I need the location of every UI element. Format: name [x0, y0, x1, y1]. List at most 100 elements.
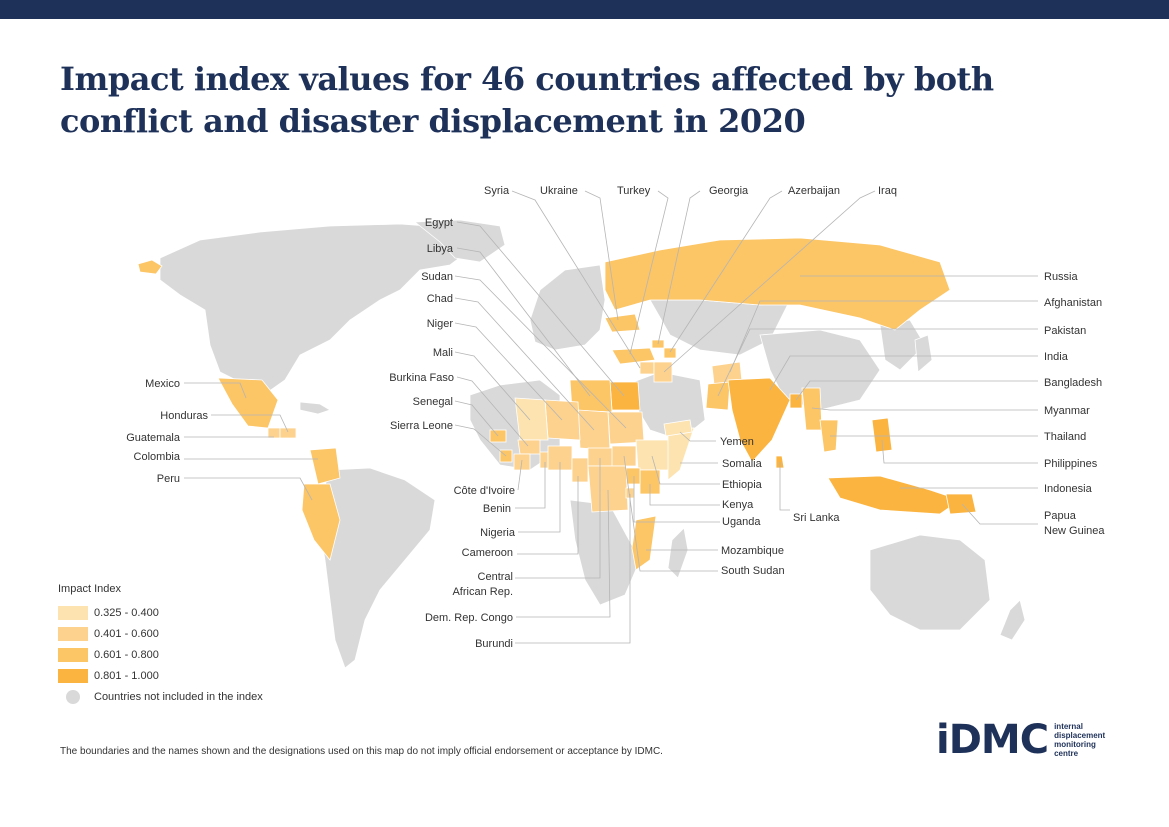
page-title: Impact index values for 46 countries aff… [60, 60, 994, 140]
logo-tagline: internal displacement monitoring centre [1054, 722, 1105, 758]
country-turkey [611, 347, 656, 365]
excluded-land [159, 219, 1026, 669]
label-syria: Syria [484, 185, 510, 197]
label-burundi: Burundi [475, 638, 513, 650]
country-mali [514, 397, 549, 441]
label-russia: Russia [1044, 271, 1079, 283]
label-guatemala: Guatemala [126, 432, 181, 444]
legend-item-1: 0.325 - 0.400 [58, 602, 263, 623]
leader-honduras [211, 414, 289, 433]
label-ukraine: Ukraine [540, 185, 578, 197]
leader-egypt [456, 221, 625, 397]
leader-senegal [454, 400, 499, 437]
label-nigeria: Nigeria [480, 527, 516, 539]
leader-uganda [633, 476, 720, 523]
legend-swatch-1 [58, 605, 88, 620]
label-ethiopia: Ethiopia [722, 479, 763, 491]
leader-philippines [881, 439, 1038, 464]
label-iraq: Iraq [878, 185, 897, 197]
leader-niger [454, 322, 563, 421]
leader-south-sudan [623, 455, 718, 572]
greenland-land [413, 219, 506, 263]
label-colombia: Colombia [134, 451, 181, 463]
logo-tagline-line-3: monitoring [1054, 740, 1096, 749]
logo-tagline-line-2: displacement [1054, 731, 1106, 740]
map-legend: Impact Index 0.325 - 0.400 0.401 - 0.600… [58, 583, 263, 707]
country-thailand [819, 419, 839, 453]
leader-mexico [184, 382, 247, 399]
country-indonesia [827, 475, 961, 515]
label-central-african-rep-line2: African Rep. [452, 586, 513, 598]
legend-label-1: 0.325 - 0.400 [94, 606, 159, 619]
label-sri-lanka: Sri Lanka [793, 512, 840, 524]
leader-papua-new-guinea [961, 503, 1038, 525]
label-papua-new-guinea-line1: Papua [1044, 510, 1077, 522]
country-ethiopia [635, 439, 671, 471]
south-america-land [317, 467, 436, 669]
country-philippines [871, 417, 893, 453]
leader-yemen [679, 431, 716, 442]
leader-benin [515, 462, 546, 509]
label-mali: Mali [433, 347, 453, 359]
legend-swatch-4 [58, 668, 88, 683]
leader-ethiopia [651, 455, 720, 485]
label-uganda: Uganda [722, 516, 761, 528]
country-alaska-fragment [137, 259, 163, 275]
label-indonesia: Indonesia [1044, 483, 1093, 495]
label-azerbaijan: Azerbaijan [788, 185, 840, 197]
label-niger: Niger [427, 318, 454, 330]
label-dem-rep-congo: Dem. Rep. Congo [425, 612, 513, 624]
label-benin: Benin [483, 503, 511, 515]
leader-georgia [657, 190, 701, 345]
leader-lines [184, 190, 1038, 644]
leader-central-african-rep [515, 458, 601, 579]
country-russia [604, 237, 951, 331]
leader-ukraine [584, 190, 619, 321]
leader-peru [184, 477, 313, 501]
country-iraq [653, 361, 673, 383]
leader-dem-rep-congo [516, 489, 611, 618]
label-bangladesh: Bangladesh [1044, 377, 1102, 389]
leader-cameroon [517, 476, 579, 555]
label-philippines: Philippines [1044, 458, 1098, 470]
country-mozambique [631, 515, 657, 571]
country-ukraine [604, 313, 641, 333]
country-azerbaijan [663, 347, 677, 359]
logo-tagline-line-4: centre [1054, 749, 1079, 758]
leader-sierra-leone [454, 424, 507, 457]
country-guatemala [267, 427, 281, 439]
country-niger [544, 399, 581, 441]
southern-africa-land [569, 499, 641, 606]
idmc-logo: iDMC internal displacement monitoring ce… [936, 718, 1105, 762]
leader-azerbaijan [669, 190, 783, 353]
country-peru [301, 483, 341, 561]
leader-burundi [515, 494, 631, 644]
label-peru: Peru [157, 473, 180, 485]
legend-item-excluded: Countries not included in the index [58, 686, 263, 707]
new-zealand-land [999, 599, 1026, 641]
leader-cote-divoire [517, 459, 523, 491]
legend-label-2: 0.401 - 0.600 [94, 627, 159, 640]
country-somalia [667, 427, 695, 481]
country-central-african-rep [587, 447, 615, 467]
legend-item-4: 0.801 - 1.000 [58, 665, 263, 686]
legend-title: Impact Index [58, 583, 121, 595]
label-chad: Chad [427, 293, 453, 305]
label-kenya: Kenya [722, 499, 754, 511]
country-labels: Syria Ukraine Turkey Georgia Azerbaijan … [126, 185, 1105, 650]
europe-land [529, 264, 606, 351]
leader-turkey [629, 190, 669, 355]
leader-burkina-faso [456, 376, 529, 447]
leader-chad [454, 297, 595, 431]
label-turkey: Turkey [617, 185, 651, 197]
leader-libya [456, 247, 591, 397]
legend-swatch-3 [58, 647, 88, 662]
country-dem-rep-congo [587, 465, 629, 513]
australia-land [869, 534, 991, 631]
legend-label-excluded: Countries not included in the index [94, 690, 263, 703]
label-cote-divoire: Côte d'Ivoire [454, 485, 515, 497]
leader-iraq [663, 190, 876, 373]
caribbean-land [299, 401, 331, 415]
country-egypt [609, 381, 641, 411]
legend-swatch-2 [58, 626, 88, 641]
